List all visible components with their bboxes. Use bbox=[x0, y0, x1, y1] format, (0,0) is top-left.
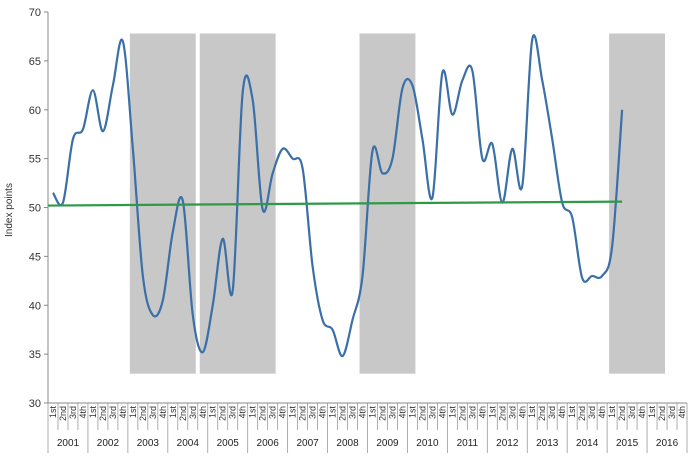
x-quarter-label: 1st bbox=[208, 406, 218, 419]
x-quarter-label: 1st bbox=[487, 406, 497, 419]
y-tick-label: 60 bbox=[29, 105, 41, 117]
x-quarter-label: 1st bbox=[527, 406, 537, 419]
x-quarter-label: 4th bbox=[118, 406, 128, 419]
x-quarter-label: 3rd bbox=[667, 406, 677, 419]
x-quarter-label: 3rd bbox=[467, 406, 477, 419]
x-quarter-label: 3rd bbox=[627, 406, 637, 419]
x-quarter-label: 3rd bbox=[427, 406, 437, 419]
x-quarter-label: 2nd bbox=[497, 406, 507, 421]
x-quarter-label: 3rd bbox=[228, 406, 238, 419]
x-quarter-label: 4th bbox=[677, 406, 687, 419]
series-line-trend bbox=[47, 200, 623, 207]
x-quarter-label: 4th bbox=[358, 406, 368, 419]
y-tick-label: 45 bbox=[29, 251, 41, 263]
x-quarter-label: 4th bbox=[78, 406, 88, 419]
x-quarter-label: 1st bbox=[407, 406, 417, 419]
x-quarter-label: 1st bbox=[48, 406, 58, 419]
x-quarter-label: 1st bbox=[168, 406, 178, 419]
y-tick-label: 65 bbox=[29, 56, 41, 68]
x-quarter-label: 2nd bbox=[338, 406, 348, 421]
y-axis: 30 35 40 45 50 55 60 65 70 bbox=[29, 7, 49, 410]
y-tick-label: 55 bbox=[29, 154, 41, 166]
x-quarter-label: 2nd bbox=[457, 406, 467, 421]
plot-lines bbox=[47, 34, 624, 358]
x-quarter-label: 1st bbox=[328, 406, 338, 419]
y-tick-label: 70 bbox=[29, 7, 41, 19]
x-year-label: 2003 bbox=[137, 438, 160, 449]
x-quarter-label: 3rd bbox=[188, 406, 198, 419]
x-year-label: 2013 bbox=[536, 438, 559, 449]
y-tick-label: 40 bbox=[29, 300, 41, 312]
x-quarter-label: 3rd bbox=[68, 406, 78, 419]
x-quarter-label: 4th bbox=[198, 406, 208, 419]
x-quarter-label: 2nd bbox=[218, 406, 228, 421]
x-quarter-label: 1st bbox=[88, 406, 98, 419]
x-quarter-label: 1st bbox=[367, 406, 377, 419]
x-quarter-label: 2nd bbox=[537, 406, 547, 421]
x-quarter-label: 3rd bbox=[387, 406, 397, 419]
x-quarter-label: 4th bbox=[238, 406, 248, 419]
x-quarter-label: 3rd bbox=[108, 406, 118, 419]
x-quarter-label: 4th bbox=[517, 406, 527, 419]
x-year-label: 2009 bbox=[376, 438, 399, 449]
x-quarter-label: 4th bbox=[637, 406, 647, 419]
x-quarter-label: 3rd bbox=[308, 406, 318, 419]
x-quarter-label: 1st bbox=[128, 406, 138, 419]
x-quarter-label: 2nd bbox=[138, 406, 148, 421]
x-year-label: 2001 bbox=[57, 438, 80, 449]
x-axis: 1st 2nd 3rd 4th 1st 2nd 3rd 4th 1st 2nd 3rd 4th 1st 2… bbox=[47, 402, 688, 453]
x-quarter-label: 3rd bbox=[268, 406, 278, 419]
x-year-label: 2016 bbox=[656, 438, 679, 449]
x-quarter-label: 2nd bbox=[377, 406, 387, 421]
x-year-label: 2002 bbox=[97, 438, 120, 449]
x-quarter-label: 4th bbox=[557, 406, 567, 419]
x-year-label: 2010 bbox=[416, 438, 439, 449]
x-year-label: 2014 bbox=[576, 438, 599, 449]
x-quarter-label: 3rd bbox=[148, 406, 158, 419]
x-year-label: 2011 bbox=[457, 438, 479, 449]
x-quarter-label: 4th bbox=[158, 406, 168, 419]
x-quarter-label: 2nd bbox=[58, 406, 68, 421]
x-quarter-label: 4th bbox=[477, 406, 487, 419]
x-quarter-label: 1st bbox=[567, 406, 577, 419]
x-quarter-label: 2nd bbox=[258, 406, 268, 421]
y-axis-title: Index points bbox=[4, 183, 15, 237]
y-tick-label: 35 bbox=[29, 349, 41, 361]
x-quarter-label: 2nd bbox=[617, 406, 627, 421]
x-quarter-label: 4th bbox=[397, 406, 407, 419]
x-quarter-label: 1st bbox=[647, 406, 657, 419]
x-year-label: 2007 bbox=[296, 438, 319, 449]
series-line-index bbox=[52, 34, 624, 358]
x-quarter-label: 1st bbox=[248, 406, 258, 419]
x-quarter-label: 3rd bbox=[547, 406, 557, 419]
x-quarter-label: 1st bbox=[447, 406, 457, 419]
x-year-label: 2006 bbox=[257, 438, 280, 449]
x-quarter-label: 2nd bbox=[417, 406, 427, 421]
x-quarter-label: 2nd bbox=[577, 406, 587, 421]
x-quarter-label: 3rd bbox=[507, 406, 517, 419]
x-quarter-label: 1st bbox=[288, 406, 298, 419]
x-year-label: 2015 bbox=[616, 438, 639, 449]
x-quarter-label: 4th bbox=[318, 406, 328, 419]
x-quarter-label: 2nd bbox=[298, 406, 308, 421]
x-quarter-label: 4th bbox=[597, 406, 607, 419]
x-quarter-label: 3rd bbox=[348, 406, 358, 419]
x-year-label: 2012 bbox=[496, 438, 519, 449]
x-quarter-label: 2nd bbox=[178, 406, 188, 421]
x-quarter-label: 4th bbox=[437, 406, 447, 419]
y-tick-label: 50 bbox=[29, 203, 41, 215]
x-quarter-label: 1st bbox=[607, 406, 617, 419]
x-year-label: 2008 bbox=[336, 438, 359, 449]
x-year-label: 2005 bbox=[217, 438, 240, 449]
x-quarter-label: 2nd bbox=[657, 406, 667, 421]
x-quarter-label: 3rd bbox=[587, 406, 597, 419]
x-year-label: 2004 bbox=[177, 438, 200, 449]
y-tick-label: 30 bbox=[29, 398, 41, 410]
x-quarter-label: 2nd bbox=[98, 406, 108, 421]
shaded-region-4 bbox=[609, 33, 666, 374]
x-quarter-label: 4th bbox=[278, 406, 288, 419]
